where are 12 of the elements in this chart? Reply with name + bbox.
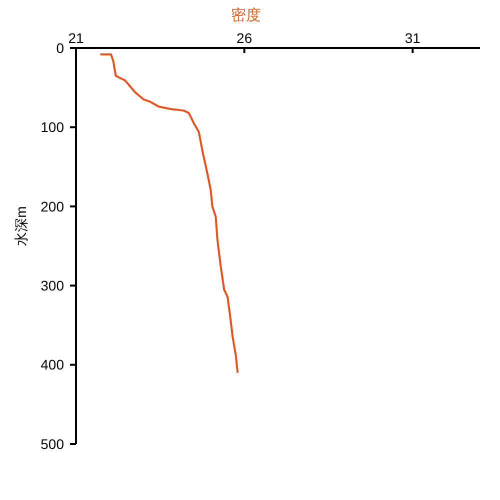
y-tick-label: 500 [40, 436, 64, 452]
y-axis-title: 水深m [13, 206, 29, 246]
y-tick-label: 300 [40, 278, 64, 294]
y-tick-label: 100 [40, 119, 64, 136]
x-tick-label: 26 [236, 30, 252, 46]
line-series [99, 53, 239, 374]
y-tick-label: 0 [56, 40, 64, 56]
x-tick-label: 31 [404, 30, 421, 46]
x-tick-label: 21 [68, 30, 84, 46]
y-tick-label: 200 [40, 198, 64, 214]
y-tick-label: 400 [40, 356, 64, 373]
x-axis-title: 密度 [231, 7, 261, 24]
